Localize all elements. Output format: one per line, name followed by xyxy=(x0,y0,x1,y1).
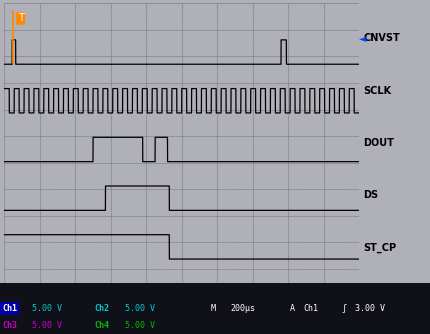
Text: Ch3: Ch3 xyxy=(2,321,17,330)
Text: DS: DS xyxy=(363,190,378,200)
Text: DOUT: DOUT xyxy=(363,138,394,148)
Text: T: T xyxy=(18,13,24,23)
Text: 200μs: 200μs xyxy=(230,304,255,313)
Text: A: A xyxy=(290,304,295,313)
Text: Ch2: Ch2 xyxy=(95,304,110,313)
Text: 5.00 V: 5.00 V xyxy=(125,321,155,330)
Text: 5.00 V: 5.00 V xyxy=(125,304,155,313)
Text: 5.00 V: 5.00 V xyxy=(32,321,62,330)
Text: 3.00 V: 3.00 V xyxy=(355,304,385,313)
Text: Ch4: Ch4 xyxy=(95,321,110,330)
Text: Ch1: Ch1 xyxy=(2,304,17,313)
Text: CNVST: CNVST xyxy=(363,33,400,43)
Text: M: M xyxy=(211,304,216,313)
Text: ST_CP: ST_CP xyxy=(363,243,396,253)
Text: 5.00 V: 5.00 V xyxy=(32,304,62,313)
Text: SCLK: SCLK xyxy=(363,86,391,96)
Text: ◄: ◄ xyxy=(359,33,366,43)
Text: Ch1: Ch1 xyxy=(303,304,318,313)
Text: ʃ: ʃ xyxy=(342,304,347,313)
